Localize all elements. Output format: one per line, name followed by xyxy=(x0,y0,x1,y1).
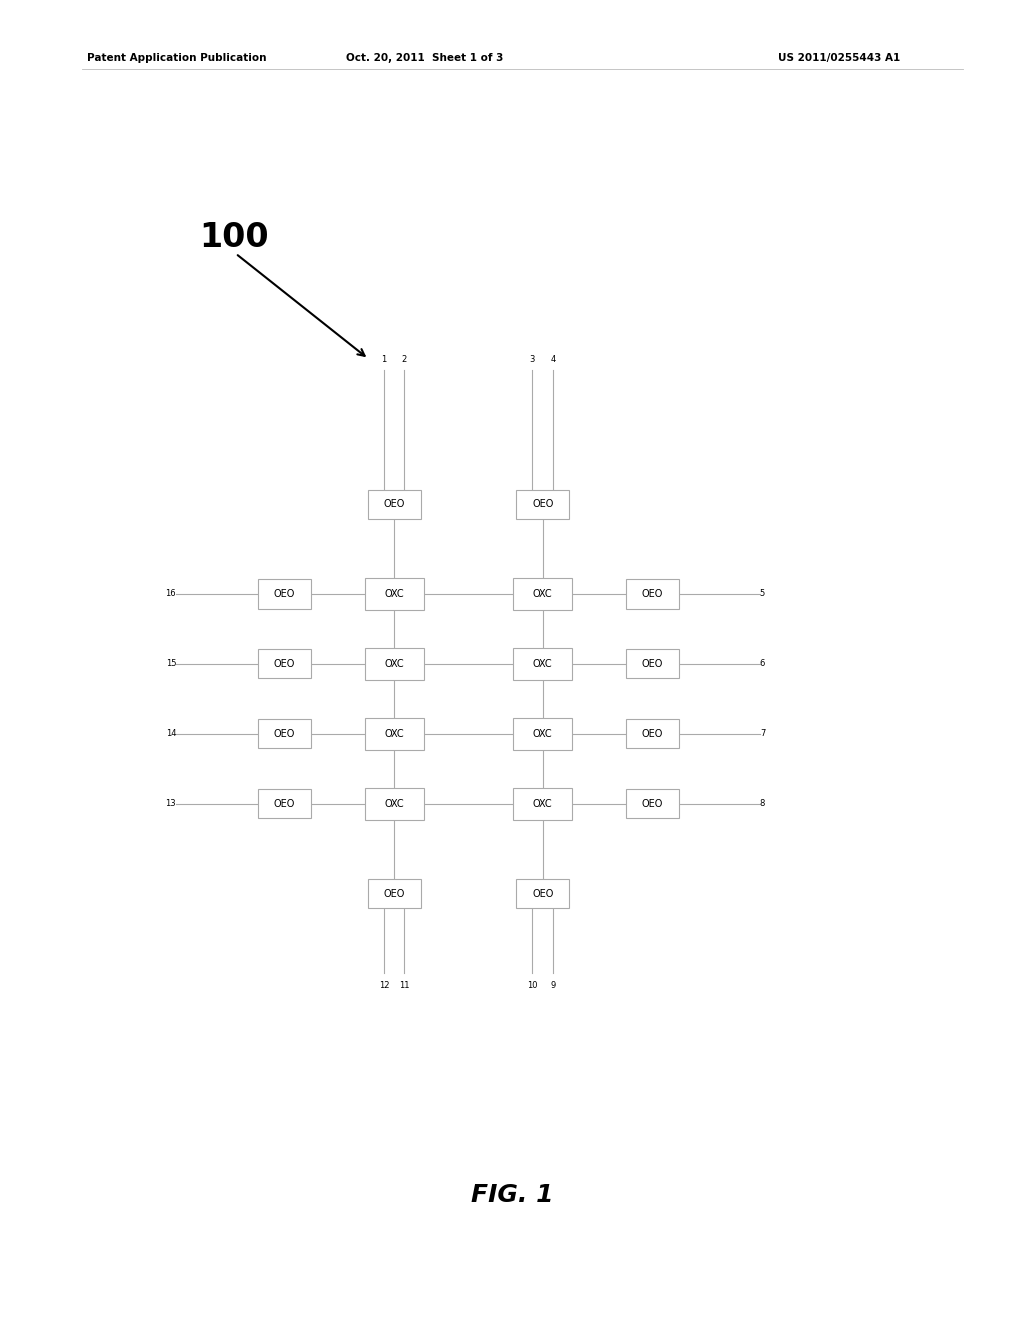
Text: FIG. 1: FIG. 1 xyxy=(471,1183,553,1206)
Bar xyxy=(258,649,311,678)
Text: OEO: OEO xyxy=(642,659,663,669)
Text: 16: 16 xyxy=(166,590,176,598)
Text: OXC: OXC xyxy=(532,589,553,599)
Text: Patent Application Publication: Patent Application Publication xyxy=(87,53,266,63)
Text: 1: 1 xyxy=(381,355,387,364)
Bar xyxy=(365,788,424,820)
Text: 2: 2 xyxy=(401,355,408,364)
Text: OXC: OXC xyxy=(532,799,553,809)
Bar xyxy=(368,490,421,519)
Bar xyxy=(626,789,679,818)
Text: 7: 7 xyxy=(760,730,765,738)
Text: 14: 14 xyxy=(166,730,176,738)
Bar xyxy=(258,789,311,818)
Bar xyxy=(368,879,421,908)
Text: OXC: OXC xyxy=(532,659,553,669)
Bar xyxy=(513,578,572,610)
Bar xyxy=(258,579,311,609)
Bar xyxy=(365,718,424,750)
Text: OEO: OEO xyxy=(642,799,663,809)
Bar xyxy=(258,719,311,748)
Text: OEO: OEO xyxy=(642,589,663,599)
Bar xyxy=(626,719,679,748)
Bar xyxy=(626,649,679,678)
Text: OEO: OEO xyxy=(532,888,553,899)
Text: OXC: OXC xyxy=(384,659,404,669)
Text: OXC: OXC xyxy=(384,729,404,739)
Text: 6: 6 xyxy=(760,660,765,668)
Text: OEO: OEO xyxy=(532,499,553,510)
Text: 3: 3 xyxy=(529,355,536,364)
Text: 15: 15 xyxy=(166,660,176,668)
Text: 10: 10 xyxy=(527,981,538,990)
Text: OEO: OEO xyxy=(274,799,295,809)
Bar xyxy=(513,648,572,680)
Text: 12: 12 xyxy=(379,981,389,990)
Text: 11: 11 xyxy=(399,981,410,990)
Bar xyxy=(513,718,572,750)
Text: OXC: OXC xyxy=(384,589,404,599)
Bar xyxy=(626,579,679,609)
Text: 8: 8 xyxy=(760,800,765,808)
Text: OEO: OEO xyxy=(384,888,404,899)
Bar xyxy=(365,648,424,680)
Bar xyxy=(513,788,572,820)
Bar xyxy=(516,490,569,519)
Text: OEO: OEO xyxy=(274,659,295,669)
Text: Oct. 20, 2011  Sheet 1 of 3: Oct. 20, 2011 Sheet 1 of 3 xyxy=(346,53,504,63)
Text: OEO: OEO xyxy=(274,589,295,599)
Text: OEO: OEO xyxy=(274,729,295,739)
Bar xyxy=(516,879,569,908)
Text: 9: 9 xyxy=(550,981,556,990)
Text: OEO: OEO xyxy=(642,729,663,739)
Text: OEO: OEO xyxy=(384,499,404,510)
Text: 4: 4 xyxy=(550,355,556,364)
Text: 100: 100 xyxy=(200,222,269,255)
Text: US 2011/0255443 A1: US 2011/0255443 A1 xyxy=(778,53,900,63)
Bar xyxy=(365,578,424,610)
Text: OXC: OXC xyxy=(532,729,553,739)
Text: 5: 5 xyxy=(760,590,765,598)
Text: 13: 13 xyxy=(166,800,176,808)
Text: OXC: OXC xyxy=(384,799,404,809)
